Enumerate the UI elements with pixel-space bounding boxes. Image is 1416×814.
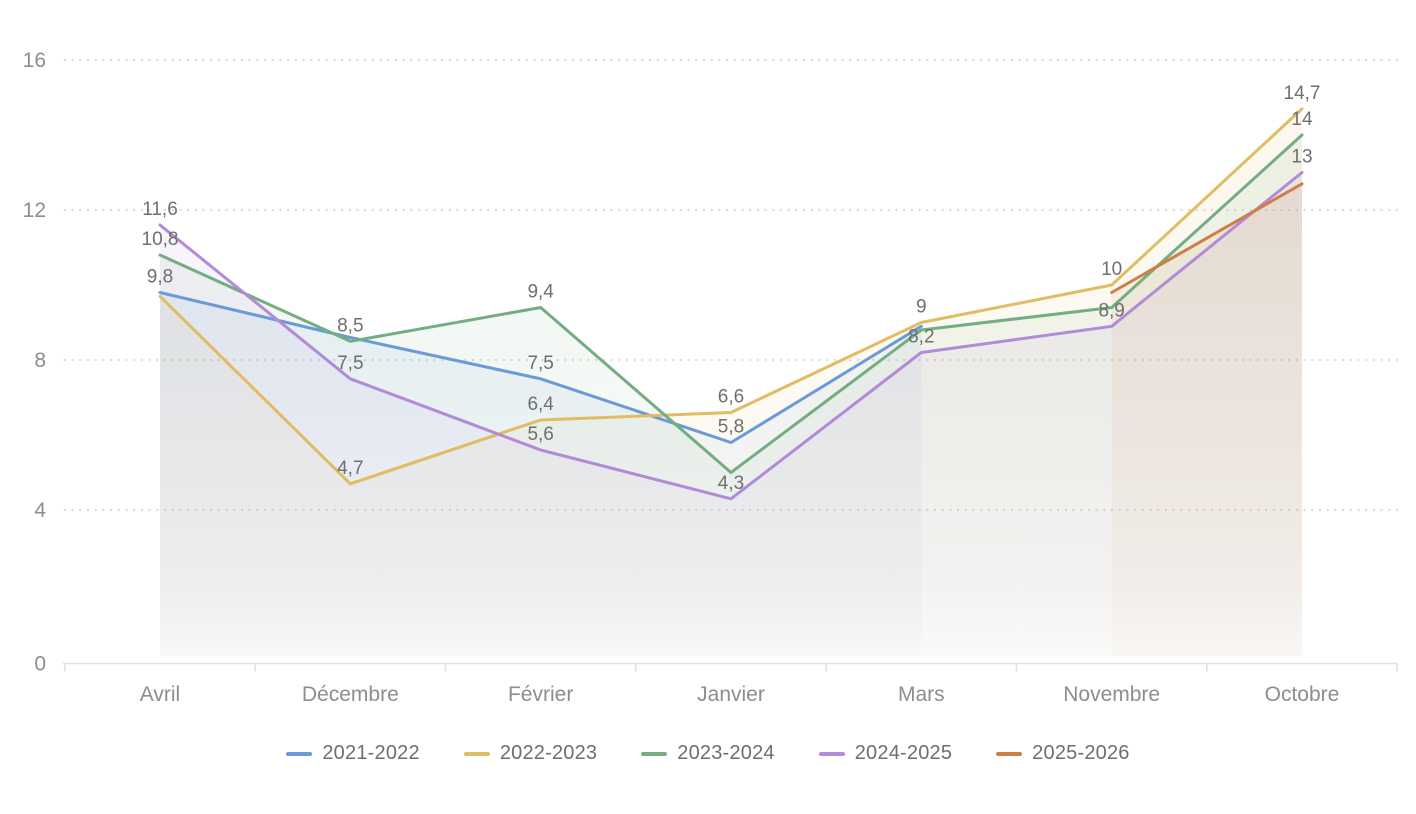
data-label: 9	[916, 297, 927, 318]
data-label: 6,6	[718, 387, 744, 408]
series-line-2022-2023[interactable]	[158, 107, 1304, 486]
series-line-2024-2025[interactable]	[158, 171, 1304, 501]
series-area-2024-2025	[160, 172, 1302, 656]
legend-label: 2023-2024	[677, 742, 775, 764]
y-tick-label: 8	[34, 349, 46, 372]
x-tick-label: Décembre	[302, 683, 399, 706]
series-line-2025-2026[interactable]	[1110, 182, 1304, 294]
data-label: 8,9	[1098, 300, 1124, 321]
data-label: 5,8	[718, 417, 744, 438]
legend-item-2022-2023[interactable]: 2022-2023	[463, 742, 598, 765]
x-tick-label: Janvier	[697, 683, 765, 706]
series-area-2025-2026	[1111, 183, 1302, 657]
data-label: 10	[1101, 259, 1122, 280]
series-line-2023-2024[interactable]	[158, 133, 1304, 474]
data-label: 8,2	[908, 327, 934, 348]
data-label: 5,6	[527, 424, 553, 445]
y-tick-label: 0	[34, 653, 46, 676]
legend-item-2021-2022[interactable]: 2021-2022	[286, 742, 420, 765]
data-label: 4,7	[337, 458, 363, 479]
data-label: 13	[1291, 147, 1312, 168]
x-tick-label: Octobre	[1265, 683, 1340, 706]
legend-label: 2024-2025	[854, 742, 953, 764]
x-tick-label: Novembre	[1063, 683, 1160, 706]
legend-dash-icon	[463, 751, 490, 756]
legend-label: 2021-2022	[322, 742, 420, 764]
legend-label: 2022-2023	[499, 742, 598, 764]
chart-legend: 2021-2022 2022-2023 2023-2024 2024-2025 2025…	[0, 742, 1416, 765]
legend-dash-icon	[286, 751, 313, 756]
legend-label: 2025-2026	[1032, 742, 1130, 764]
legend-dash-icon	[641, 751, 668, 756]
chart-canvas: 9,8 7,5 5,8 4,7 6,4 6,6 9 10 14,7 10,8 8,5 9,4 14 11,…	[23, 49, 1399, 706]
legend-item-2023-2024[interactable]: 2023-2024	[641, 742, 775, 765]
x-tick-label: Février	[508, 683, 573, 706]
data-label: 14	[1291, 109, 1313, 130]
data-label: 14,7	[1284, 83, 1321, 104]
data-label: 4,3	[718, 473, 744, 494]
legend-dash-icon	[818, 751, 845, 756]
x-tick-label: Avril	[140, 683, 180, 706]
data-label: 11,6	[142, 199, 178, 220]
data-label: 7,5	[527, 353, 553, 374]
x-tick-label: Mars	[898, 683, 945, 706]
data-label: 6,4	[527, 394, 554, 415]
data-label: 8,5	[337, 315, 363, 336]
series-line-2021-2022[interactable]	[158, 291, 923, 444]
data-label: 9,4	[527, 282, 554, 303]
legend-item-2024-2025[interactable]: 2024-2025	[818, 742, 953, 765]
y-tick-label: 12	[23, 199, 46, 222]
data-label: 7,5	[337, 353, 363, 374]
data-label: 9,8	[147, 267, 173, 288]
y-tick-label: 4	[34, 499, 46, 522]
y-tick-label: 16	[23, 49, 46, 72]
legend-item-2025-2026[interactable]: 2025-2026	[996, 742, 1129, 765]
legend-dash-icon	[996, 751, 1023, 756]
data-label: 10,8	[142, 229, 179, 250]
